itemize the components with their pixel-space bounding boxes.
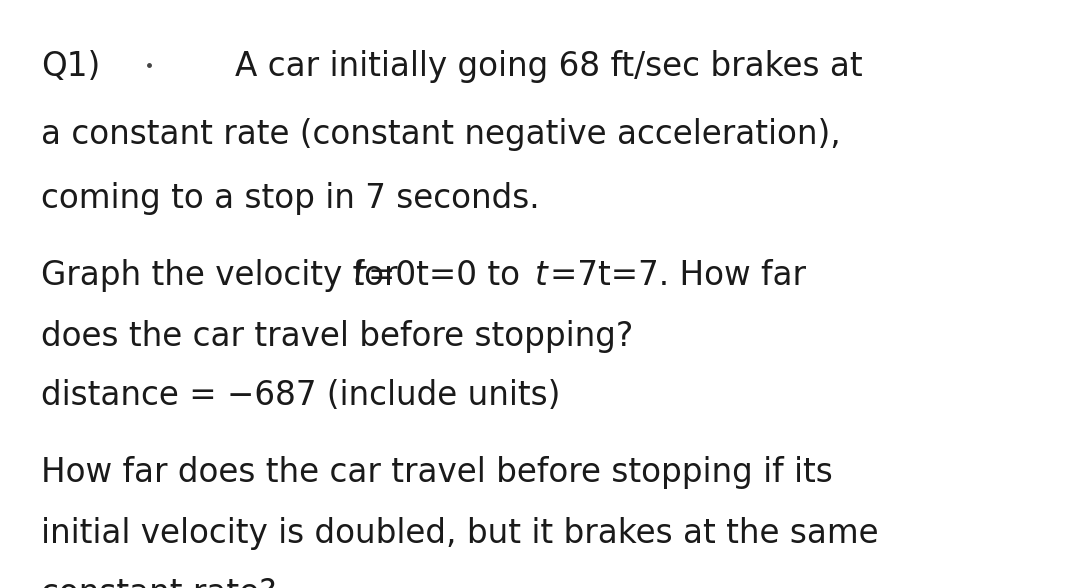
Text: A car initially going 68 ft/sec brakes at: A car initially going 68 ft/sec brakes a… — [235, 50, 863, 83]
Text: a constant rate (constant negative acceleration),: a constant rate (constant negative accel… — [41, 118, 841, 151]
Text: How far does the car travel before stopping if its: How far does the car travel before stopp… — [41, 456, 833, 489]
Text: coming to a stop in 7 seconds.: coming to a stop in 7 seconds. — [41, 182, 540, 215]
Text: =7t=7. How far: =7t=7. How far — [550, 259, 806, 292]
Text: t: t — [535, 259, 548, 292]
Text: does the car travel before stopping?: does the car travel before stopping? — [41, 320, 633, 353]
Text: =0t=0 to: =0t=0 to — [368, 259, 530, 292]
Text: constant rate?: constant rate? — [41, 577, 276, 588]
Text: t: t — [353, 259, 366, 292]
Text: distance = −687 (include units): distance = −687 (include units) — [41, 379, 561, 412]
Text: Q1): Q1) — [41, 50, 100, 83]
Text: Graph the velocity for: Graph the velocity for — [41, 259, 408, 292]
Text: initial velocity is doubled, but it brakes at the same: initial velocity is doubled, but it brak… — [41, 517, 879, 550]
